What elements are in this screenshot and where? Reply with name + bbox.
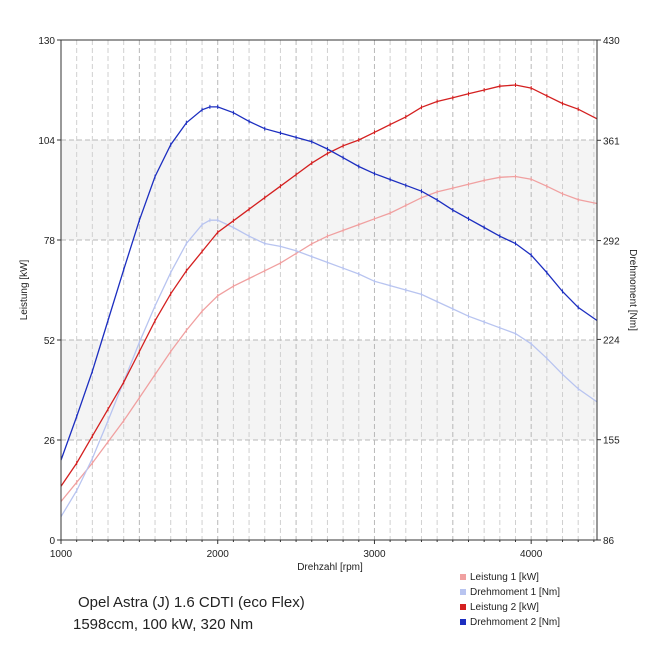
series-line	[60, 106, 598, 461]
y-left-tick-label: 104	[38, 136, 55, 147]
y-axis-left-label: Leistung [kW]	[19, 259, 30, 320]
grid-band	[61, 340, 597, 440]
series-3	[60, 83, 598, 489]
y-right-tick-label: 430	[603, 36, 620, 47]
x-tick-label: 2000	[207, 549, 230, 560]
y-left-tick-label: 52	[44, 336, 56, 347]
legend-marker	[460, 619, 466, 625]
legend-marker	[460, 574, 466, 580]
legend-marker	[460, 604, 466, 610]
x-axis-label: Drehzahl [rpm]	[297, 562, 363, 573]
legend-label: Leistung 1 [kW]	[470, 572, 539, 583]
series-4	[60, 104, 598, 463]
legend-label: Leistung 2 [kW]	[470, 602, 539, 613]
grid-band	[61, 140, 597, 240]
legend: Leistung 1 [kW] Drehmoment 1 [Nm] Leistung…	[460, 572, 560, 628]
x-tick-label: 4000	[520, 549, 543, 560]
legend-label: Drehmoment 1 [Nm]	[470, 587, 560, 598]
legend-label: Drehmoment 2 [Nm]	[470, 617, 560, 628]
tick-labels: 0 26 52 78 104 130 86 155 224 292 361 430 1000 2000 30…	[38, 36, 620, 560]
chart-title: Opel Astra (J) 1.6 CDTI (eco Flex)	[78, 594, 305, 611]
y-right-tick-label: 155	[603, 436, 620, 447]
chart-subtitle: 1598ccm, 100 kW, 320 Nm	[73, 616, 253, 633]
series-group	[60, 83, 598, 519]
y-right-tick-label: 86	[603, 536, 615, 547]
series-line	[60, 219, 598, 518]
legend-marker	[460, 589, 466, 595]
y-right-tick-label: 292	[603, 237, 620, 248]
grid	[61, 40, 597, 540]
y-left-tick-label: 130	[38, 36, 55, 47]
plot-border	[60, 39, 598, 541]
x-tick-label: 1000	[50, 549, 73, 560]
y-left-tick-label: 26	[44, 436, 56, 447]
y-axis-right-label: Drehmoment [Nm]	[627, 249, 638, 331]
y-left-tick-label: 78	[44, 236, 56, 247]
plot-frame	[60, 39, 598, 541]
x-tick-label: 3000	[363, 549, 386, 560]
series-1	[60, 174, 598, 504]
y-right-tick-label: 361	[603, 136, 620, 147]
y-right-tick-label: 224	[603, 335, 620, 346]
y-left-tick-label: 0	[49, 536, 55, 547]
